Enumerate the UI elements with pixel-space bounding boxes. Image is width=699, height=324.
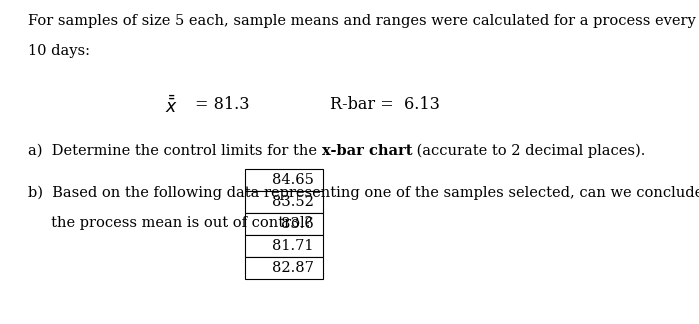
Text: the process mean is out of control?: the process mean is out of control? [28, 216, 312, 230]
Text: 84.65: 84.65 [272, 173, 314, 187]
Text: R-bar =  6.13: R-bar = 6.13 [330, 96, 440, 113]
Text: 81.71: 81.71 [272, 239, 314, 253]
Text: (accurate to 2 decimal places).: (accurate to 2 decimal places). [412, 144, 645, 158]
Text: 82.87: 82.87 [272, 261, 314, 275]
Bar [245, 257, 323, 279]
Text: b)  Based on the following data representing one of the samples selected, can we: b) Based on the following data represent… [28, 186, 699, 200]
Text: a)  Determine the control limits for the: a) Determine the control limits for the [28, 144, 322, 158]
Bar [245, 213, 323, 235]
Text: = 81.3: = 81.3 [195, 96, 250, 113]
Text: 83.6: 83.6 [281, 217, 314, 231]
Text: 83.52: 83.52 [272, 195, 314, 209]
Text: a)  Determine the control limits for the: a) Determine the control limits for the [28, 144, 322, 158]
Text: For samples of size 5 each, sample means and ranges were calculated for a proces: For samples of size 5 each, sample means… [28, 14, 699, 28]
Text: $\bar{\bar{x}}$: $\bar{\bar{x}}$ [165, 96, 178, 117]
Text: x-bar chart: x-bar chart [322, 144, 412, 158]
Text: x-bar chart: x-bar chart [322, 144, 412, 158]
Bar [245, 191, 323, 213]
Text: 10 days:: 10 days: [28, 44, 90, 58]
Bar [245, 169, 323, 191]
Bar [245, 235, 323, 257]
